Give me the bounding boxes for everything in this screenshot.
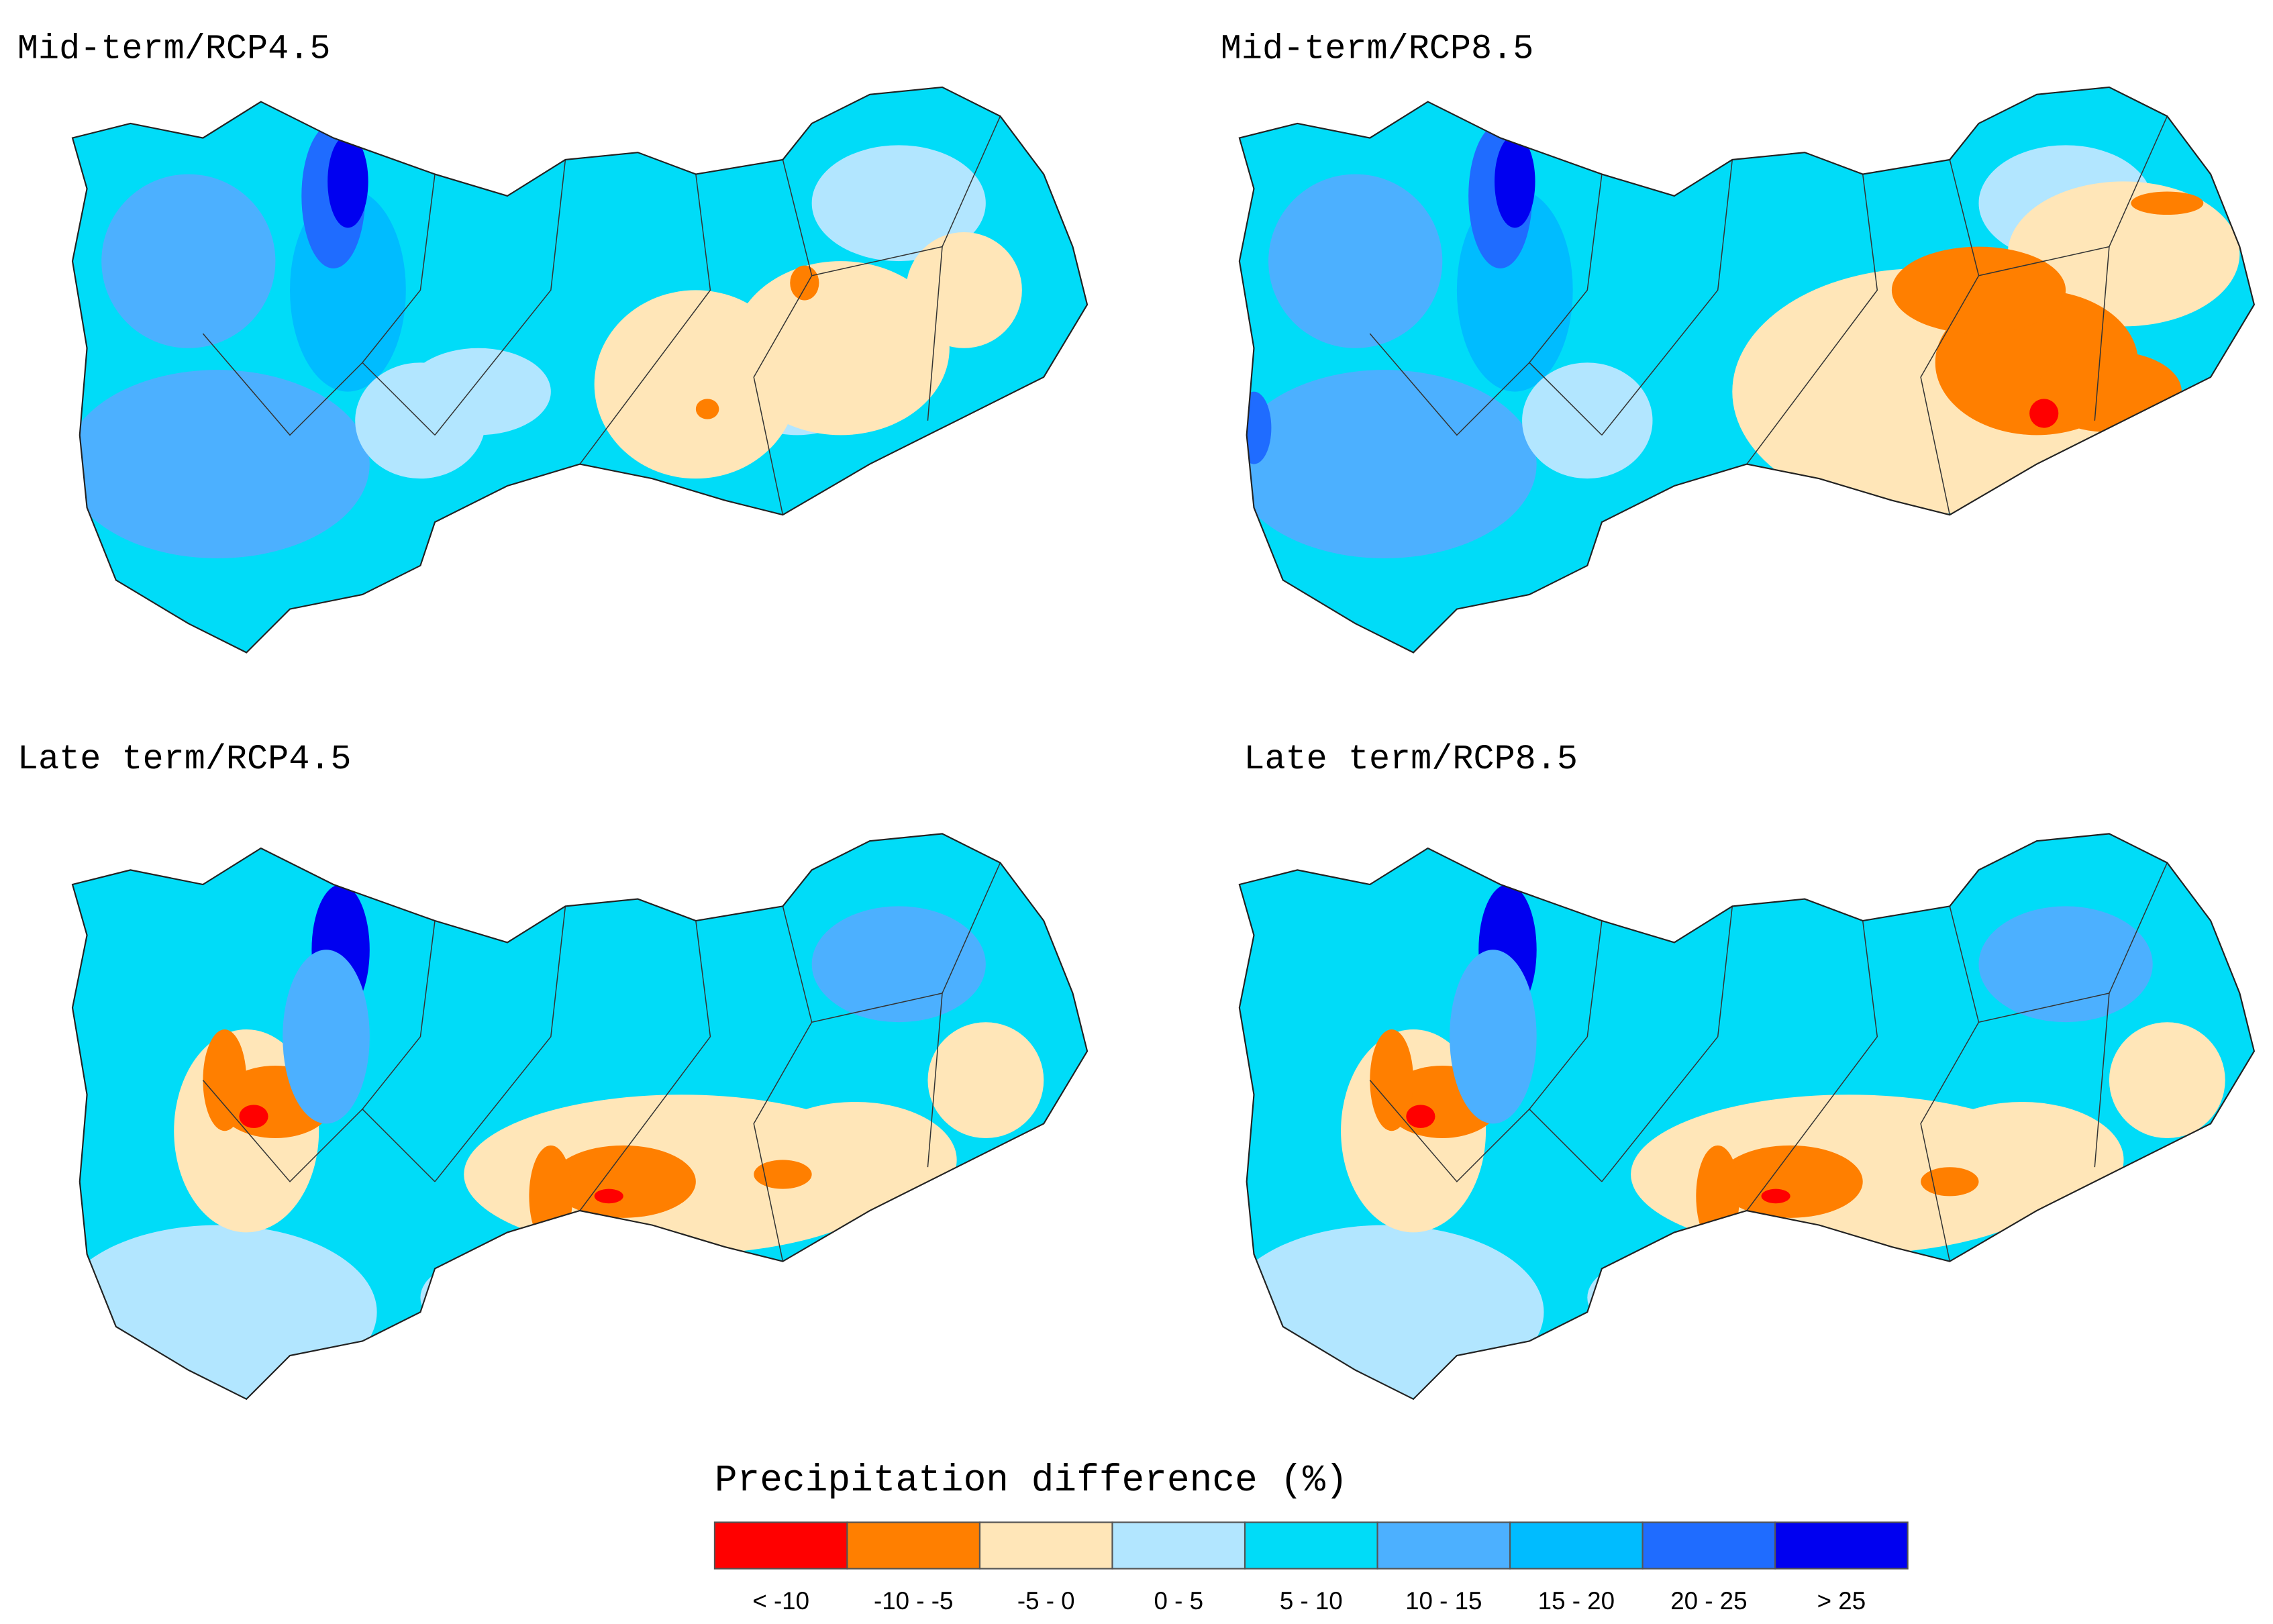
legend-swatch [1376, 1521, 1511, 1570]
precip-zone [1239, 1225, 1544, 1399]
legend-swatch [713, 1521, 848, 1570]
legend-label: > 25 [1817, 1587, 1866, 1615]
province-border [1369, 115, 2168, 515]
precip-zone [72, 1225, 377, 1399]
precip-zone [1921, 1167, 1979, 1197]
precip-zone [1587, 1261, 1704, 1334]
map-fill [1239, 87, 2254, 653]
precip-zone [1891, 246, 2066, 334]
precip-zone [811, 906, 986, 1023]
precip-zone [2109, 1022, 2225, 1139]
precip-zone [1761, 1188, 1790, 1204]
precip-zone [1495, 135, 1535, 228]
legend-swatch [1774, 1521, 1909, 1570]
precip-zone [239, 1105, 268, 1128]
precip-zone [754, 1102, 957, 1218]
precip-zone [1717, 1145, 1863, 1218]
precip-zone [731, 261, 950, 436]
panel-title: Mid-term/RCP4.5 [17, 30, 331, 69]
precip-zone [2007, 181, 2240, 327]
legend-swatch [1509, 1521, 1644, 1570]
legend-title: Precipitation difference (%) [715, 1459, 1348, 1502]
legend-label: < -10 [752, 1587, 809, 1615]
precip-zone [1406, 1105, 1435, 1128]
precip-zone [72, 370, 370, 558]
legend-swatch [1244, 1521, 1378, 1570]
precip-zone [1370, 1029, 1414, 1131]
precip-zone [101, 174, 276, 348]
province-border [1369, 862, 2168, 1262]
map-panel [71, 86, 1089, 654]
precip-zone [1921, 1102, 2124, 1218]
legend-swatch [978, 1521, 1113, 1570]
map-fill [72, 87, 1088, 653]
map-panel [1238, 86, 2255, 654]
precip-zone [283, 950, 370, 1124]
legend-label: -5 - 0 [1017, 1587, 1075, 1615]
precip-zone [594, 1188, 623, 1204]
precip-zone [2029, 399, 2059, 428]
legend-label: 20 - 25 [1670, 1587, 1747, 1615]
legend-label: 15 - 20 [1538, 1587, 1615, 1615]
province-border [202, 862, 1001, 1262]
map-fill [72, 833, 1088, 1399]
precip-zone [550, 1145, 696, 1218]
precip-zone [695, 399, 719, 419]
precip-zone [811, 145, 986, 262]
province-border [202, 115, 1001, 515]
legend-swatch [1641, 1521, 1776, 1570]
precip-zone [203, 1029, 247, 1131]
precip-zone [1696, 1145, 1740, 1248]
legend-label: -10 - -5 [874, 1587, 953, 1615]
precip-zone [327, 135, 368, 228]
legend-label: 10 - 15 [1405, 1587, 1482, 1615]
panel-title: Mid-term/RCP8.5 [1221, 30, 1534, 69]
precip-zone [405, 348, 551, 436]
panel-title: Late term/RCP8.5 [1244, 740, 1578, 779]
map-panel [1238, 833, 2255, 1400]
precip-zone [1239, 391, 1272, 464]
precip-zone [2036, 351, 2182, 433]
precip-zone [1978, 906, 2153, 1023]
legend-swatch [846, 1521, 981, 1570]
map-fill [1239, 833, 2254, 1399]
panel-title: Late term/RCP4.5 [17, 740, 352, 779]
precip-zone [529, 1145, 573, 1248]
precip-zone [790, 265, 819, 301]
precip-zone [1239, 370, 1537, 558]
precip-zone [906, 232, 1022, 348]
precip-zone [2131, 191, 2204, 215]
legend-label: 5 - 10 [1280, 1587, 1343, 1615]
precip-zone [1450, 950, 1537, 1124]
legend-swatch [1111, 1521, 1246, 1570]
map-panel [71, 833, 1089, 1400]
legend-label: 0 - 5 [1154, 1587, 1203, 1615]
precip-zone [1268, 174, 1443, 348]
precip-zone [927, 1022, 1044, 1139]
precip-zone [754, 1160, 812, 1189]
precip-zone [420, 1261, 537, 1334]
